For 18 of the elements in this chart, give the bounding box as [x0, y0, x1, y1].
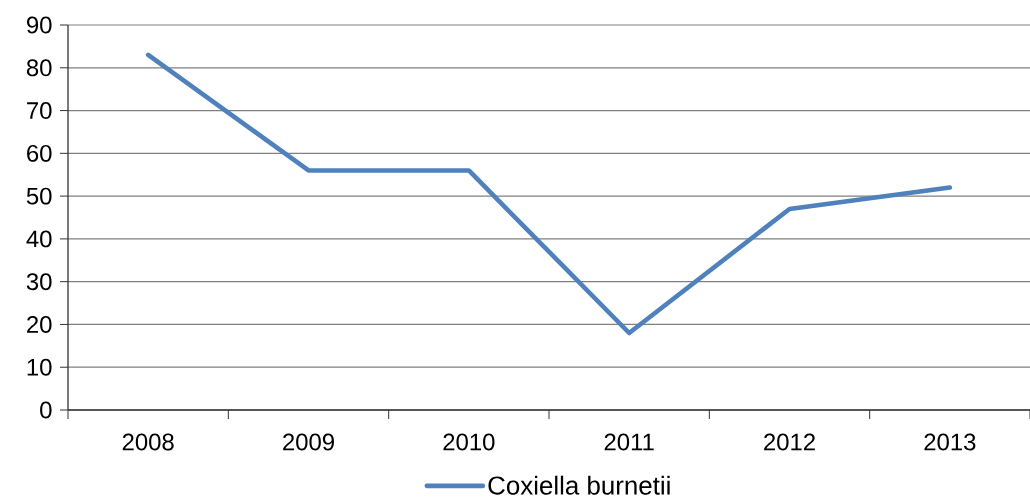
- legend-label: Coxiella burnetii: [488, 475, 670, 495]
- x-tick-label: 2010: [443, 433, 495, 451]
- line-series: [145, 52, 953, 336]
- x-tick-label: 2011: [604, 433, 654, 451]
- y-tick-label: 50: [26, 187, 52, 205]
- y-tick-label: 70: [27, 102, 52, 120]
- y-tick-label: 20: [27, 315, 52, 333]
- y-tick-label: 30: [26, 273, 52, 291]
- x-tick-label: 2008: [122, 433, 174, 451]
- x-tick-label: 2012: [764, 433, 815, 451]
- y-tick-label: 60: [27, 144, 52, 162]
- x-tick-label: 2013: [924, 433, 976, 451]
- y-tick-label: 40: [26, 230, 52, 248]
- y-tick-label: 10: [27, 358, 52, 376]
- y-tick-label: 90: [27, 16, 52, 34]
- y-tick-label: 80: [26, 59, 52, 77]
- x-tick-label: 2009: [283, 433, 334, 451]
- y-tick-label: 0: [40, 401, 52, 419]
